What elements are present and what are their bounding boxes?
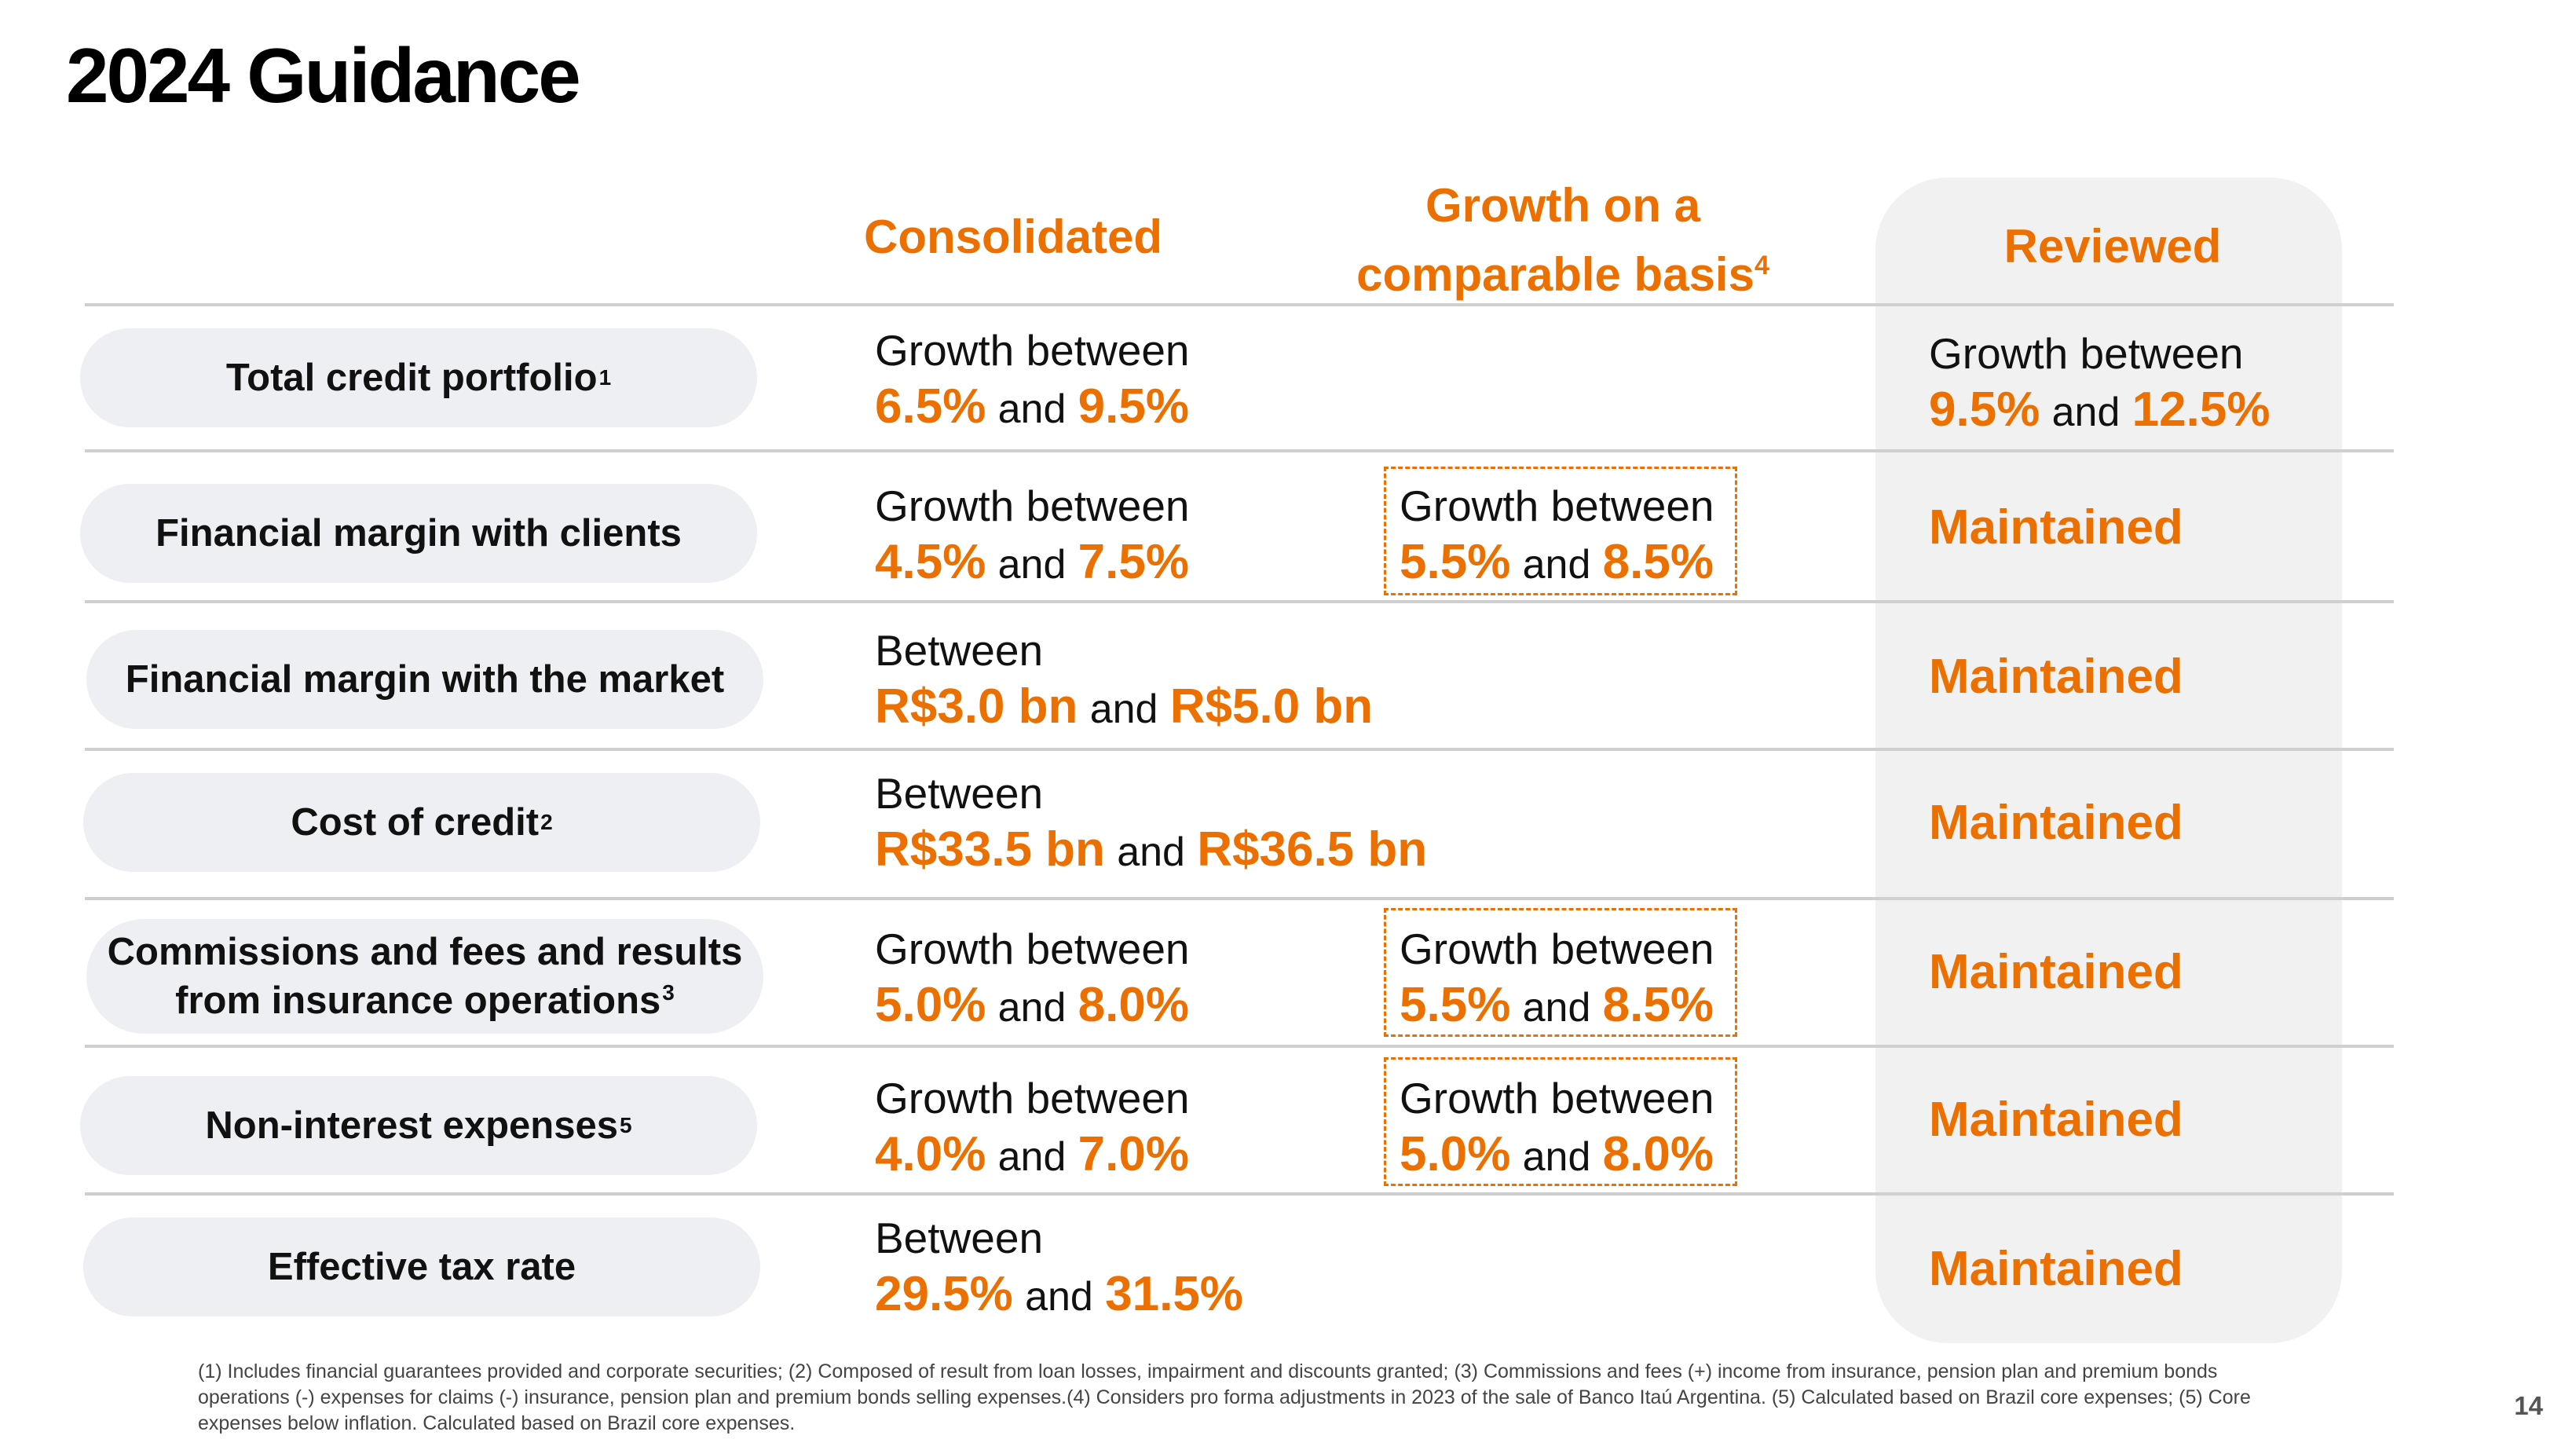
column-header-comparable-line2: comparable basis4 [1356,248,1769,301]
divider [85,748,2394,751]
row-label-total-credit-portfolio: Total credit portfolio 1 [80,328,757,427]
reviewed-status: Maintained [1929,796,2183,850]
consolidated-value: Growth between 6.5% and 9.5% [875,326,1190,434]
column-header-comparable-line1: Growth on a [1425,179,1700,232]
reviewed-value: Growth between 9.5% and 12.5% [1929,329,2270,437]
comparable-value: Growth between 5.5% and 8.5% [1400,925,1714,1032]
comparable-highlight-box [1384,908,1737,1037]
row-label-cost-of-credit: Cost of credit 2 [83,773,760,872]
footnote-ref: 3 [662,979,675,1005]
comparable-value: Growth between 5.5% and 8.5% [1400,481,1714,589]
comparable-value: Growth between 5.0% and 8.0% [1400,1074,1714,1181]
consolidated-value: Between 29.5% and 31.5% [875,1214,1243,1321]
consolidated-value: Growth between 4.5% and 7.5% [875,481,1190,589]
consolidated-value: Growth between 4.0% and 7.0% [875,1074,1190,1181]
divider [85,1192,2394,1196]
consolidated-value: Growth between 5.0% and 8.0% [875,925,1190,1032]
row-label-effective-tax-rate: Effective tax rate [83,1217,760,1316]
divider [85,303,2394,306]
reviewed-column-panel [1875,178,2342,1343]
reviewed-status: Maintained [1929,1093,2183,1147]
page-title: 2024 Guidance [66,32,581,119]
consolidated-value: Between R$33.5 bn and R$36.5 bn [875,769,1428,877]
divider [85,897,2394,900]
row-label-financial-margin-clients: Financial margin with clients [80,484,757,583]
page-number: 14 [2514,1391,2543,1420]
divider [85,600,2394,603]
column-header-comparable: Growth on a comparable basis4 [1335,176,1791,305]
consolidated-value: Between R$3.0 bn and R$5.0 bn [875,626,1374,734]
footnote-ref: 4 [1754,251,1769,280]
reviewed-status: Maintained [1929,500,2183,555]
divider [85,1045,2394,1048]
reviewed-status: Maintained [1929,1242,2183,1296]
divider [85,449,2394,452]
footnotes: (1) Includes financial guarantees provid… [198,1360,2251,1434]
comparable-highlight-box [1384,1057,1737,1186]
column-header-reviewed: Reviewed [2003,220,2222,273]
column-header-consolidated: Consolidated [863,211,1162,263]
row-label-non-interest-expenses: Non-interest expenses 5 [80,1076,757,1175]
comparable-highlight-box [1384,467,1737,595]
reviewed-status: Maintained [1929,945,2183,999]
row-label-financial-margin-market: Financial margin with the market [86,630,763,729]
row-label-commissions-fees-insurance: Commissions and fees and results from in… [86,919,763,1034]
reviewed-status: Maintained [1929,650,2183,704]
